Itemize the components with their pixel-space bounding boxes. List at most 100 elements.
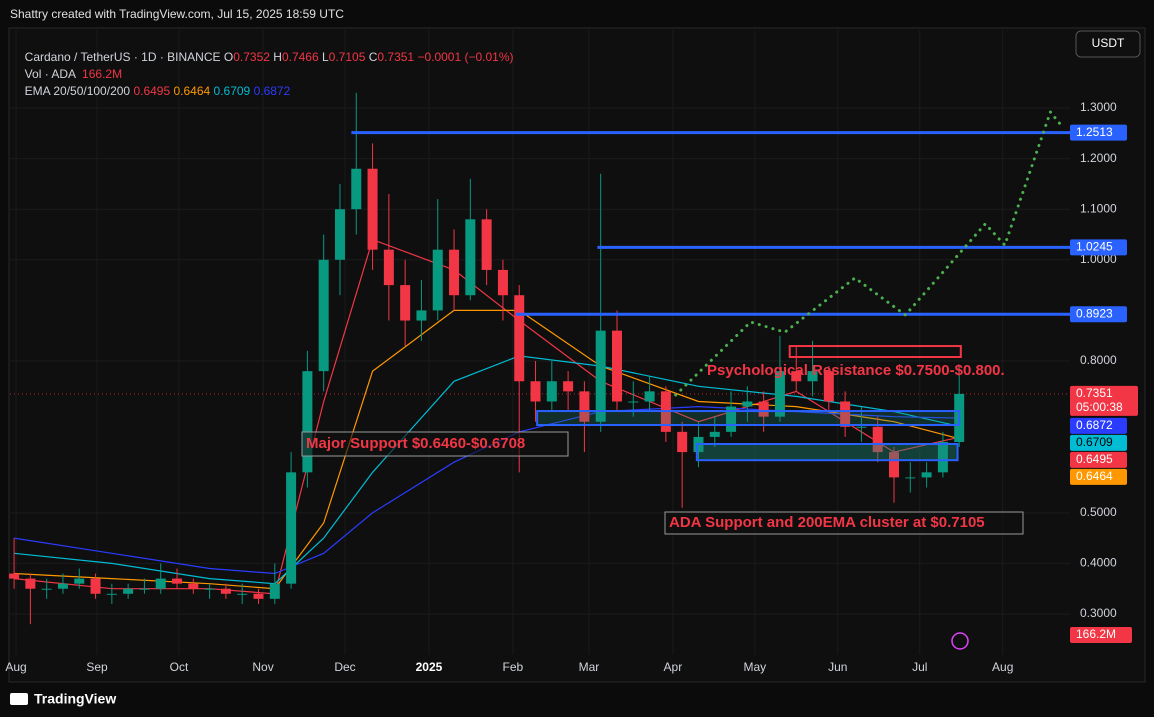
- candle-body: [807, 371, 818, 382]
- candle-body: [726, 406, 737, 432]
- annotation: ADA Support and 200EMA cluster at $0.710…: [669, 514, 985, 531]
- zone: [695, 442, 959, 462]
- ohlc-key: O: [223, 50, 234, 64]
- candle-body: [514, 295, 525, 382]
- y-tick-label: 1.3000: [1080, 100, 1117, 114]
- zone: [536, 410, 961, 427]
- candle-body: [579, 391, 590, 422]
- candle-body: [742, 401, 753, 407]
- ohlc-value: 0.7466: [281, 50, 319, 64]
- candle-body: [286, 472, 297, 584]
- candle-body: [90, 578, 101, 594]
- ema-value: 0.6495: [133, 84, 171, 98]
- volume-tag-label: 166.2M: [1076, 627, 1116, 641]
- x-tick-label: May: [744, 660, 767, 674]
- candle-body: [709, 431, 720, 437]
- y-tick-label: 1.2000: [1080, 151, 1117, 165]
- ema-tag: [1070, 417, 1127, 434]
- candle-body: [57, 583, 68, 589]
- legend-title-row: Cardano / TetherUS · 1D · BINANCE O0.735…: [18, 36, 514, 64]
- zone: [788, 345, 962, 359]
- ema-tag-label: 0.6495: [1076, 452, 1113, 466]
- ema-legend: EMA 20/50/100/200 0.6495 0.6464 0.6709 0…: [18, 70, 291, 98]
- candle-body: [74, 578, 85, 584]
- candle-body: [9, 573, 20, 579]
- level-label: 0.8923: [1076, 306, 1113, 320]
- candle-body: [481, 219, 492, 270]
- candle-body: [220, 588, 231, 594]
- currency-button[interactable]: [1075, 30, 1141, 58]
- x-tick-label: Apr: [664, 660, 683, 674]
- level-tag: [1070, 124, 1127, 141]
- candle-body: [774, 371, 785, 417]
- alert-icon: [951, 632, 969, 650]
- volume-value: 166.2M: [82, 67, 123, 81]
- candle-body: [106, 593, 117, 595]
- x-tick-label: 2025: [416, 660, 443, 674]
- candle-body: [155, 578, 166, 589]
- volume-legend: Vol · ADA 166.2M: [18, 53, 122, 81]
- candle-body: [334, 209, 345, 260]
- candle-body: [237, 593, 248, 595]
- candle-body: [889, 452, 900, 478]
- y-tick-label: 0.3000: [1080, 606, 1117, 620]
- y-tick-label: 0.4000: [1080, 556, 1117, 570]
- candle-body: [41, 588, 52, 590]
- candle-body: [269, 583, 280, 599]
- credit: Shattry created with TradingView.com, Ju…: [10, 7, 344, 21]
- candle-body: [139, 588, 150, 590]
- x-tick-label: Dec: [334, 660, 355, 674]
- countdown: 05:00:38: [1076, 400, 1123, 414]
- candle-body: [123, 588, 134, 594]
- candle-body: [563, 381, 574, 392]
- candle-body: [497, 269, 508, 296]
- ohlc-value: 0.7105: [328, 50, 366, 64]
- ohlc-key: C: [368, 50, 378, 64]
- candle-body: [823, 371, 834, 402]
- candle-body: [253, 593, 264, 599]
- candle-body: [628, 401, 639, 403]
- candle-body: [25, 578, 36, 589]
- candle-body: [856, 426, 867, 428]
- candle-body: [367, 168, 378, 250]
- candle-body: [416, 310, 427, 321]
- ema-tag: [1070, 434, 1127, 451]
- x-tick-label: Nov: [252, 660, 273, 674]
- ohlc-key: H: [273, 50, 282, 64]
- candle-body: [758, 401, 769, 417]
- annotation-box: [301, 431, 569, 457]
- candle-body: [677, 431, 688, 453]
- ema-tag-label: 0.6872: [1076, 418, 1113, 432]
- candle-body: [905, 477, 916, 479]
- x-tick-label: Oct: [170, 660, 189, 674]
- ohlc-value: 0.7352: [233, 50, 270, 64]
- level-label: 1.2513: [1076, 125, 1113, 139]
- ema-tag: [1070, 468, 1127, 485]
- candle-body: [595, 330, 606, 422]
- candle-body: [872, 426, 883, 453]
- y-tick-label: 0.8000: [1080, 353, 1117, 367]
- y-tick-label: 1.1000: [1080, 201, 1117, 215]
- candle-body: [318, 259, 329, 372]
- plot: 0.3000 0.4000 0.5000 0.8000 1.0000 1.1000 1.20…: [5, 30, 1138, 674]
- chart-pane: [8, 27, 1146, 683]
- x-tick-label: Aug: [5, 660, 26, 674]
- ema-label: EMA 20/50/100/200: [24, 84, 131, 98]
- brand: TradingView: [34, 691, 116, 707]
- volume-label: Vol · ADA: [24, 67, 76, 81]
- last-price-tag: [1070, 385, 1138, 416]
- ohlc-key: L: [321, 50, 329, 64]
- candle-body: [937, 441, 948, 473]
- x-tick-label: Feb: [503, 660, 524, 674]
- ema-value: 0.6872: [253, 84, 291, 98]
- level-tag: [1070, 239, 1127, 256]
- candle-body: [644, 391, 655, 402]
- candle-body: [383, 249, 394, 286]
- x-tick-label: Jul: [912, 660, 927, 674]
- currency[interactable]: USDT: [1092, 36, 1125, 50]
- candle-body: [546, 381, 557, 402]
- ema-value: 0.6464: [173, 84, 211, 98]
- ema-tag-label: 0.6709: [1076, 435, 1113, 449]
